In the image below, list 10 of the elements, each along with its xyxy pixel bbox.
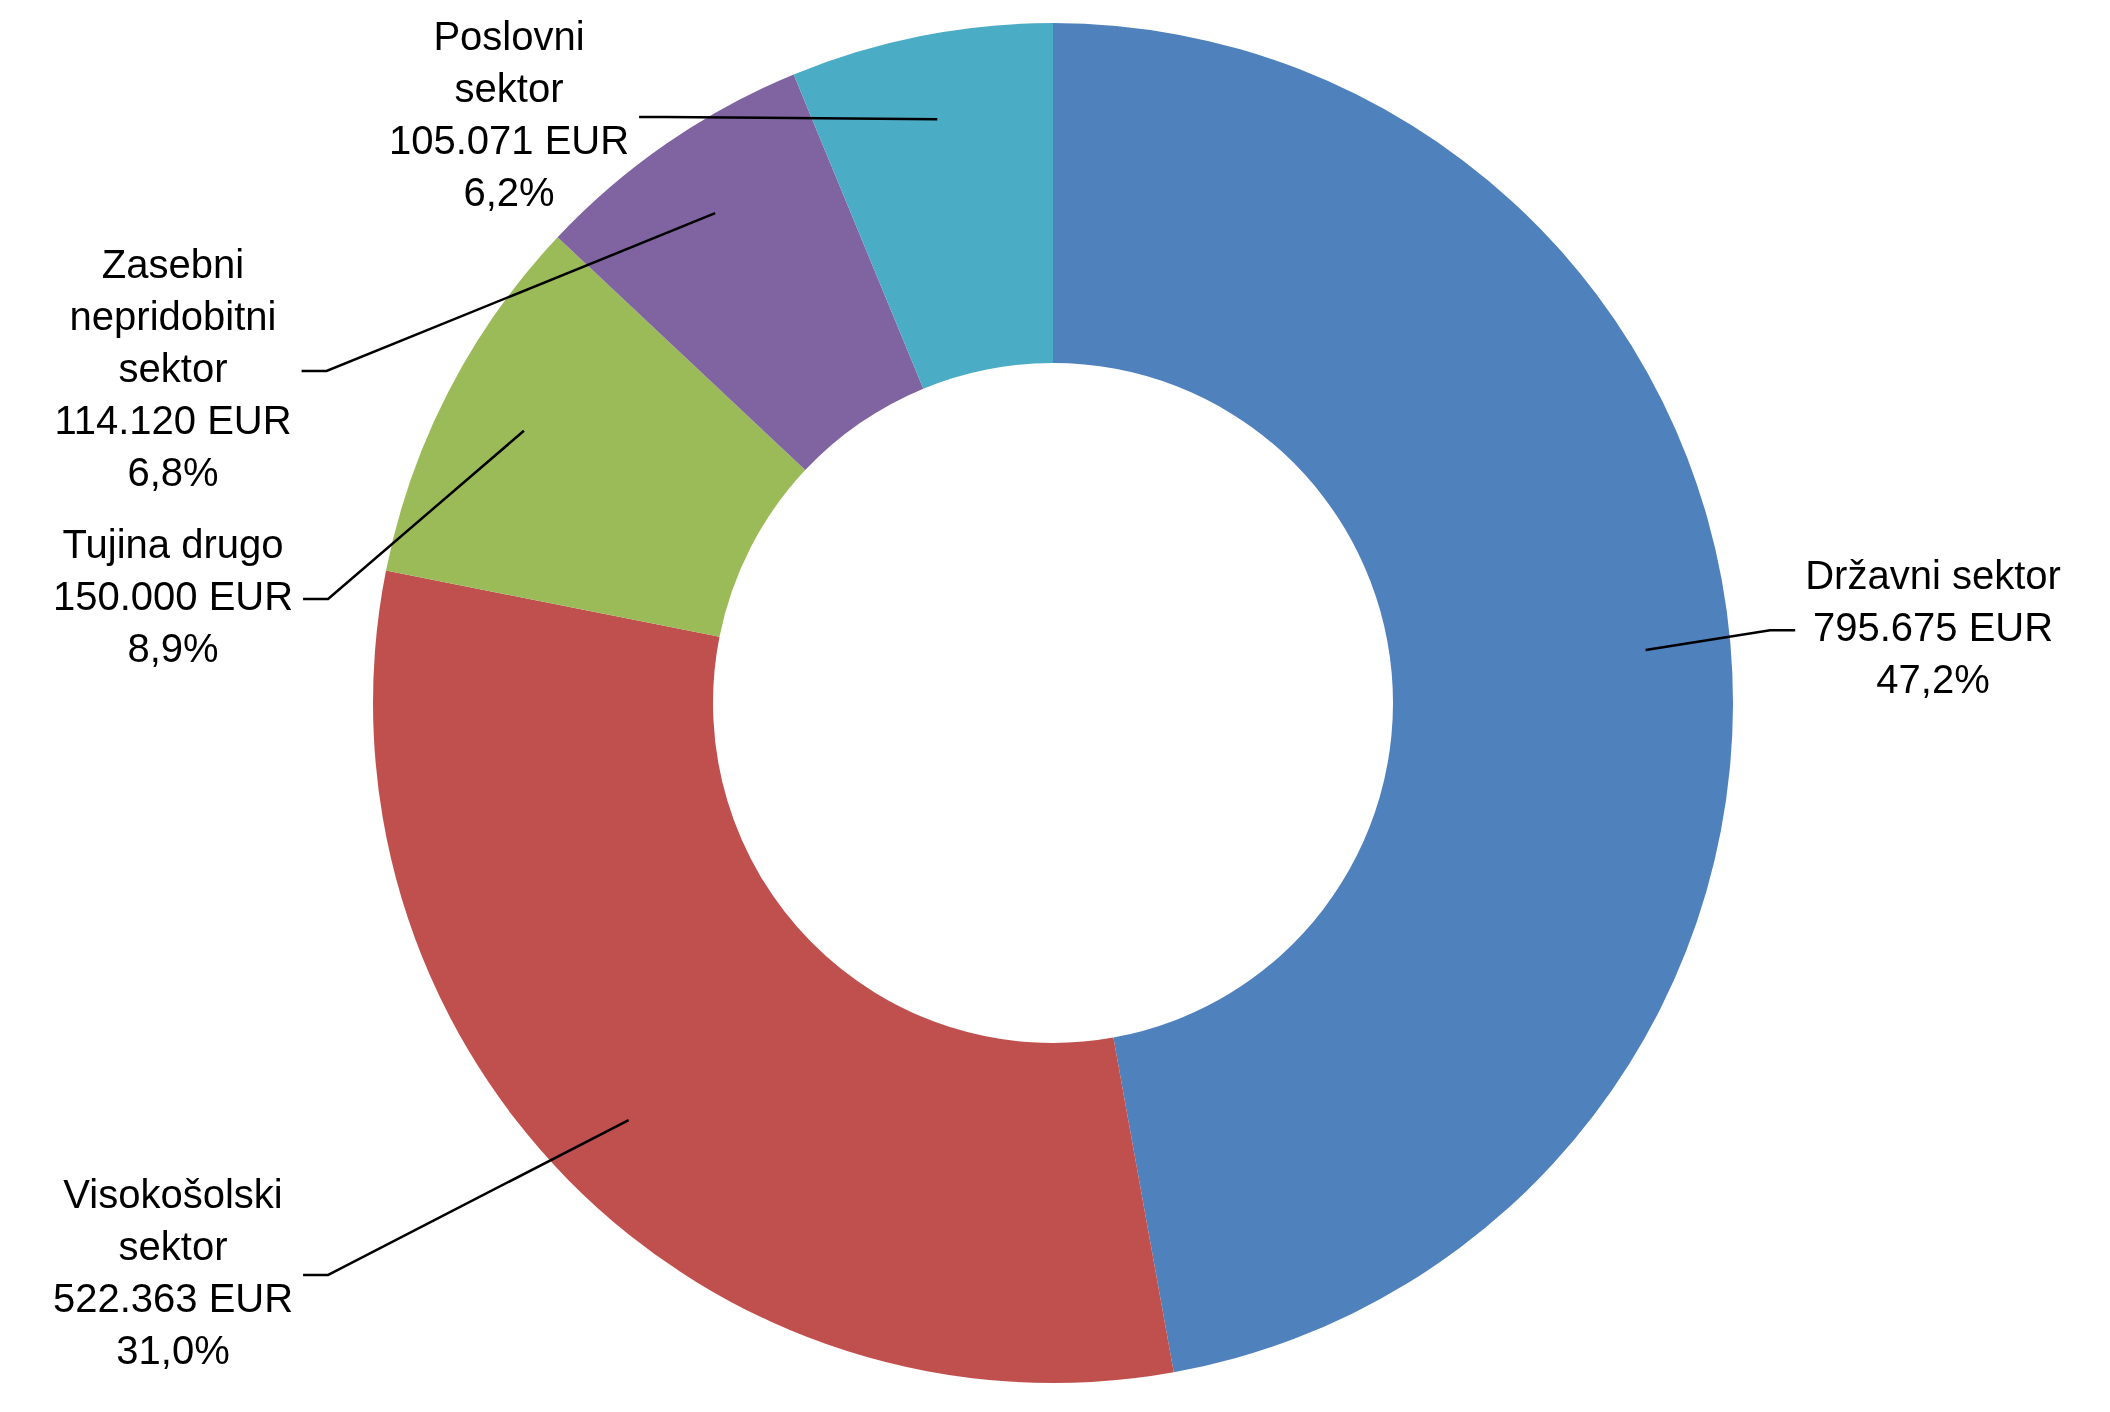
- slice-label: Poslovni sektor: [433, 14, 585, 111]
- data-label: 150.000 EUR 8,9%: [52, 574, 294, 671]
- slice-label: Tujina drugo: [62, 522, 284, 567]
- data-label: 795.675 EUR 47,2%: [1812, 605, 2054, 702]
- data-label: 522.363 EUR 31,0%: [52, 1275, 294, 1372]
- data-label: 114.120 EUR 6,8%: [54, 398, 292, 495]
- data-label: 105.071 EUR 6,2%: [388, 118, 630, 215]
- slice-label: Državni sektor: [1805, 553, 2061, 598]
- slice-label: Zasebni nepridobitni sektor: [69, 242, 277, 391]
- slice-label: Visokošolski sektor: [63, 1171, 283, 1268]
